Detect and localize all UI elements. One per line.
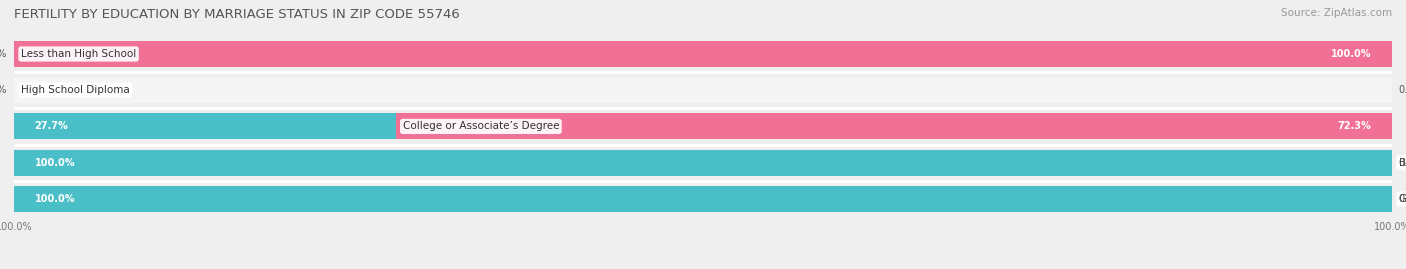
Text: 72.3%: 72.3% <box>1337 121 1371 132</box>
Bar <box>14 186 1392 212</box>
Bar <box>14 150 1392 176</box>
Text: College or Associate’s Degree: College or Associate’s Degree <box>402 121 560 132</box>
Text: 27.7%: 27.7% <box>35 121 69 132</box>
Bar <box>14 41 1392 67</box>
Text: 100.0%: 100.0% <box>1330 49 1371 59</box>
Text: 0.0%: 0.0% <box>0 49 7 59</box>
Text: 0.0%: 0.0% <box>1399 85 1406 95</box>
Text: 0.0%: 0.0% <box>0 85 7 95</box>
Bar <box>14 41 1392 67</box>
Text: Bachelor’s Degree: Bachelor’s Degree <box>1399 158 1406 168</box>
Text: High School Diploma: High School Diploma <box>21 85 129 95</box>
Text: 100.0%: 100.0% <box>35 158 76 168</box>
Bar <box>14 114 395 139</box>
Text: Graduate Degree: Graduate Degree <box>1399 194 1406 204</box>
Text: 100.0%: 100.0% <box>35 194 76 204</box>
Legend: Married, Unmarried: Married, Unmarried <box>628 268 778 269</box>
Bar <box>14 114 1392 139</box>
Bar <box>14 186 1392 212</box>
Bar <box>14 77 1392 103</box>
Text: FERTILITY BY EDUCATION BY MARRIAGE STATUS IN ZIP CODE 55746: FERTILITY BY EDUCATION BY MARRIAGE STATU… <box>14 8 460 21</box>
Bar <box>395 114 1392 139</box>
Text: Less than High School: Less than High School <box>21 49 136 59</box>
Text: Source: ZipAtlas.com: Source: ZipAtlas.com <box>1281 8 1392 18</box>
Bar <box>14 150 1392 176</box>
Text: 0.0%: 0.0% <box>1399 194 1406 204</box>
Text: 0.0%: 0.0% <box>1399 158 1406 168</box>
